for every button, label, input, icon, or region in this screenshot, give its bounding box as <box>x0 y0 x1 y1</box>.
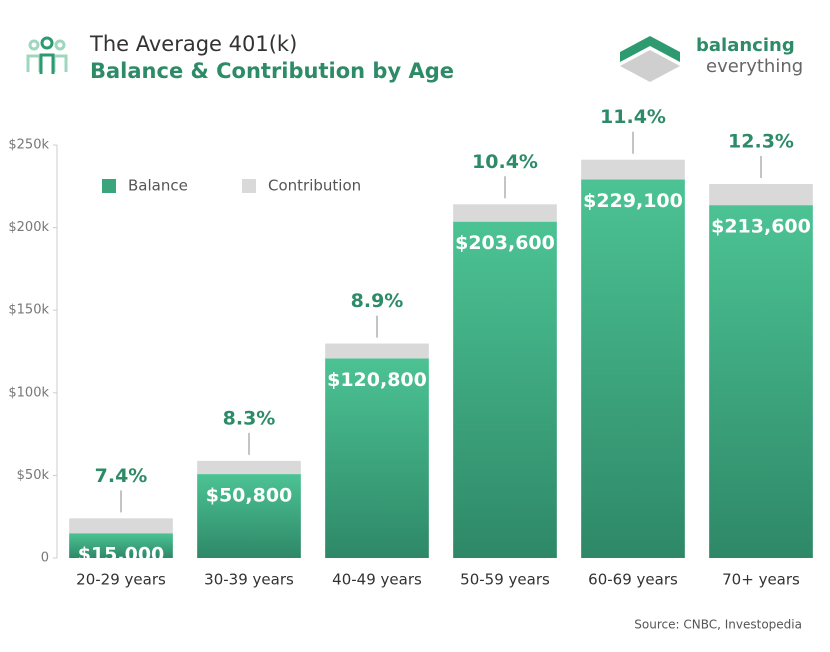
contribution-bar <box>197 460 301 475</box>
y-tick-label: $200k <box>8 220 49 235</box>
balance-bar <box>69 533 173 558</box>
contribution-bar <box>453 204 557 222</box>
y-tick-label: 0 <box>41 551 49 566</box>
brand-name: everything <box>706 56 803 77</box>
value-label: $229,100 <box>583 190 683 212</box>
value-label: $213,600 <box>711 216 811 238</box>
contribution-bar <box>69 518 173 534</box>
contribution-bar <box>325 343 429 359</box>
value-label: $120,800 <box>327 369 427 391</box>
chart-title: The Average 401(k) <box>89 32 297 56</box>
x-tick-label: 40-49 years <box>332 571 422 589</box>
x-tick-label: 70+ years <box>722 571 800 589</box>
y-tick-label: $250k <box>8 138 49 153</box>
brand-logo <box>620 36 680 82</box>
x-tick-label: 30-39 years <box>204 571 294 589</box>
value-label: $15,000 <box>78 544 165 566</box>
y-tick-label: $150k <box>8 303 49 318</box>
balance-bar <box>709 205 813 558</box>
annotation: 10.4% <box>472 151 538 173</box>
balance-bar <box>453 221 557 558</box>
legend-swatch <box>102 179 116 193</box>
y-tick-label: $100k <box>8 385 49 400</box>
annotation: 11.4% <box>600 106 666 128</box>
annotation: 7.4% <box>95 465 148 487</box>
contribution-bar <box>581 159 685 180</box>
x-tick-label: 60-69 years <box>588 571 678 589</box>
legend-label: Balance <box>128 177 188 195</box>
brand-name: balancing <box>696 35 795 56</box>
value-label: $50,800 <box>206 485 293 507</box>
annotation: 12.3% <box>728 130 794 152</box>
annotation: 8.3% <box>223 407 276 429</box>
people-icon <box>26 36 68 74</box>
x-tick-label: 20-29 years <box>76 571 166 589</box>
y-tick-label: $50k <box>17 468 50 483</box>
x-tick-label: 50-59 years <box>460 571 550 589</box>
balance-bar <box>325 358 429 558</box>
legend-swatch <box>242 179 256 193</box>
balance-bar <box>197 474 301 558</box>
legend-label: Contribution <box>268 177 361 195</box>
source: Source: CNBC, Investopedia <box>634 618 802 632</box>
annotation: 8.9% <box>351 290 404 312</box>
value-label: $203,600 <box>455 232 555 254</box>
balance-bar <box>581 179 685 558</box>
chart-subtitle: Balance & Contribution by Age <box>90 59 454 83</box>
contribution-bar <box>709 183 813 206</box>
